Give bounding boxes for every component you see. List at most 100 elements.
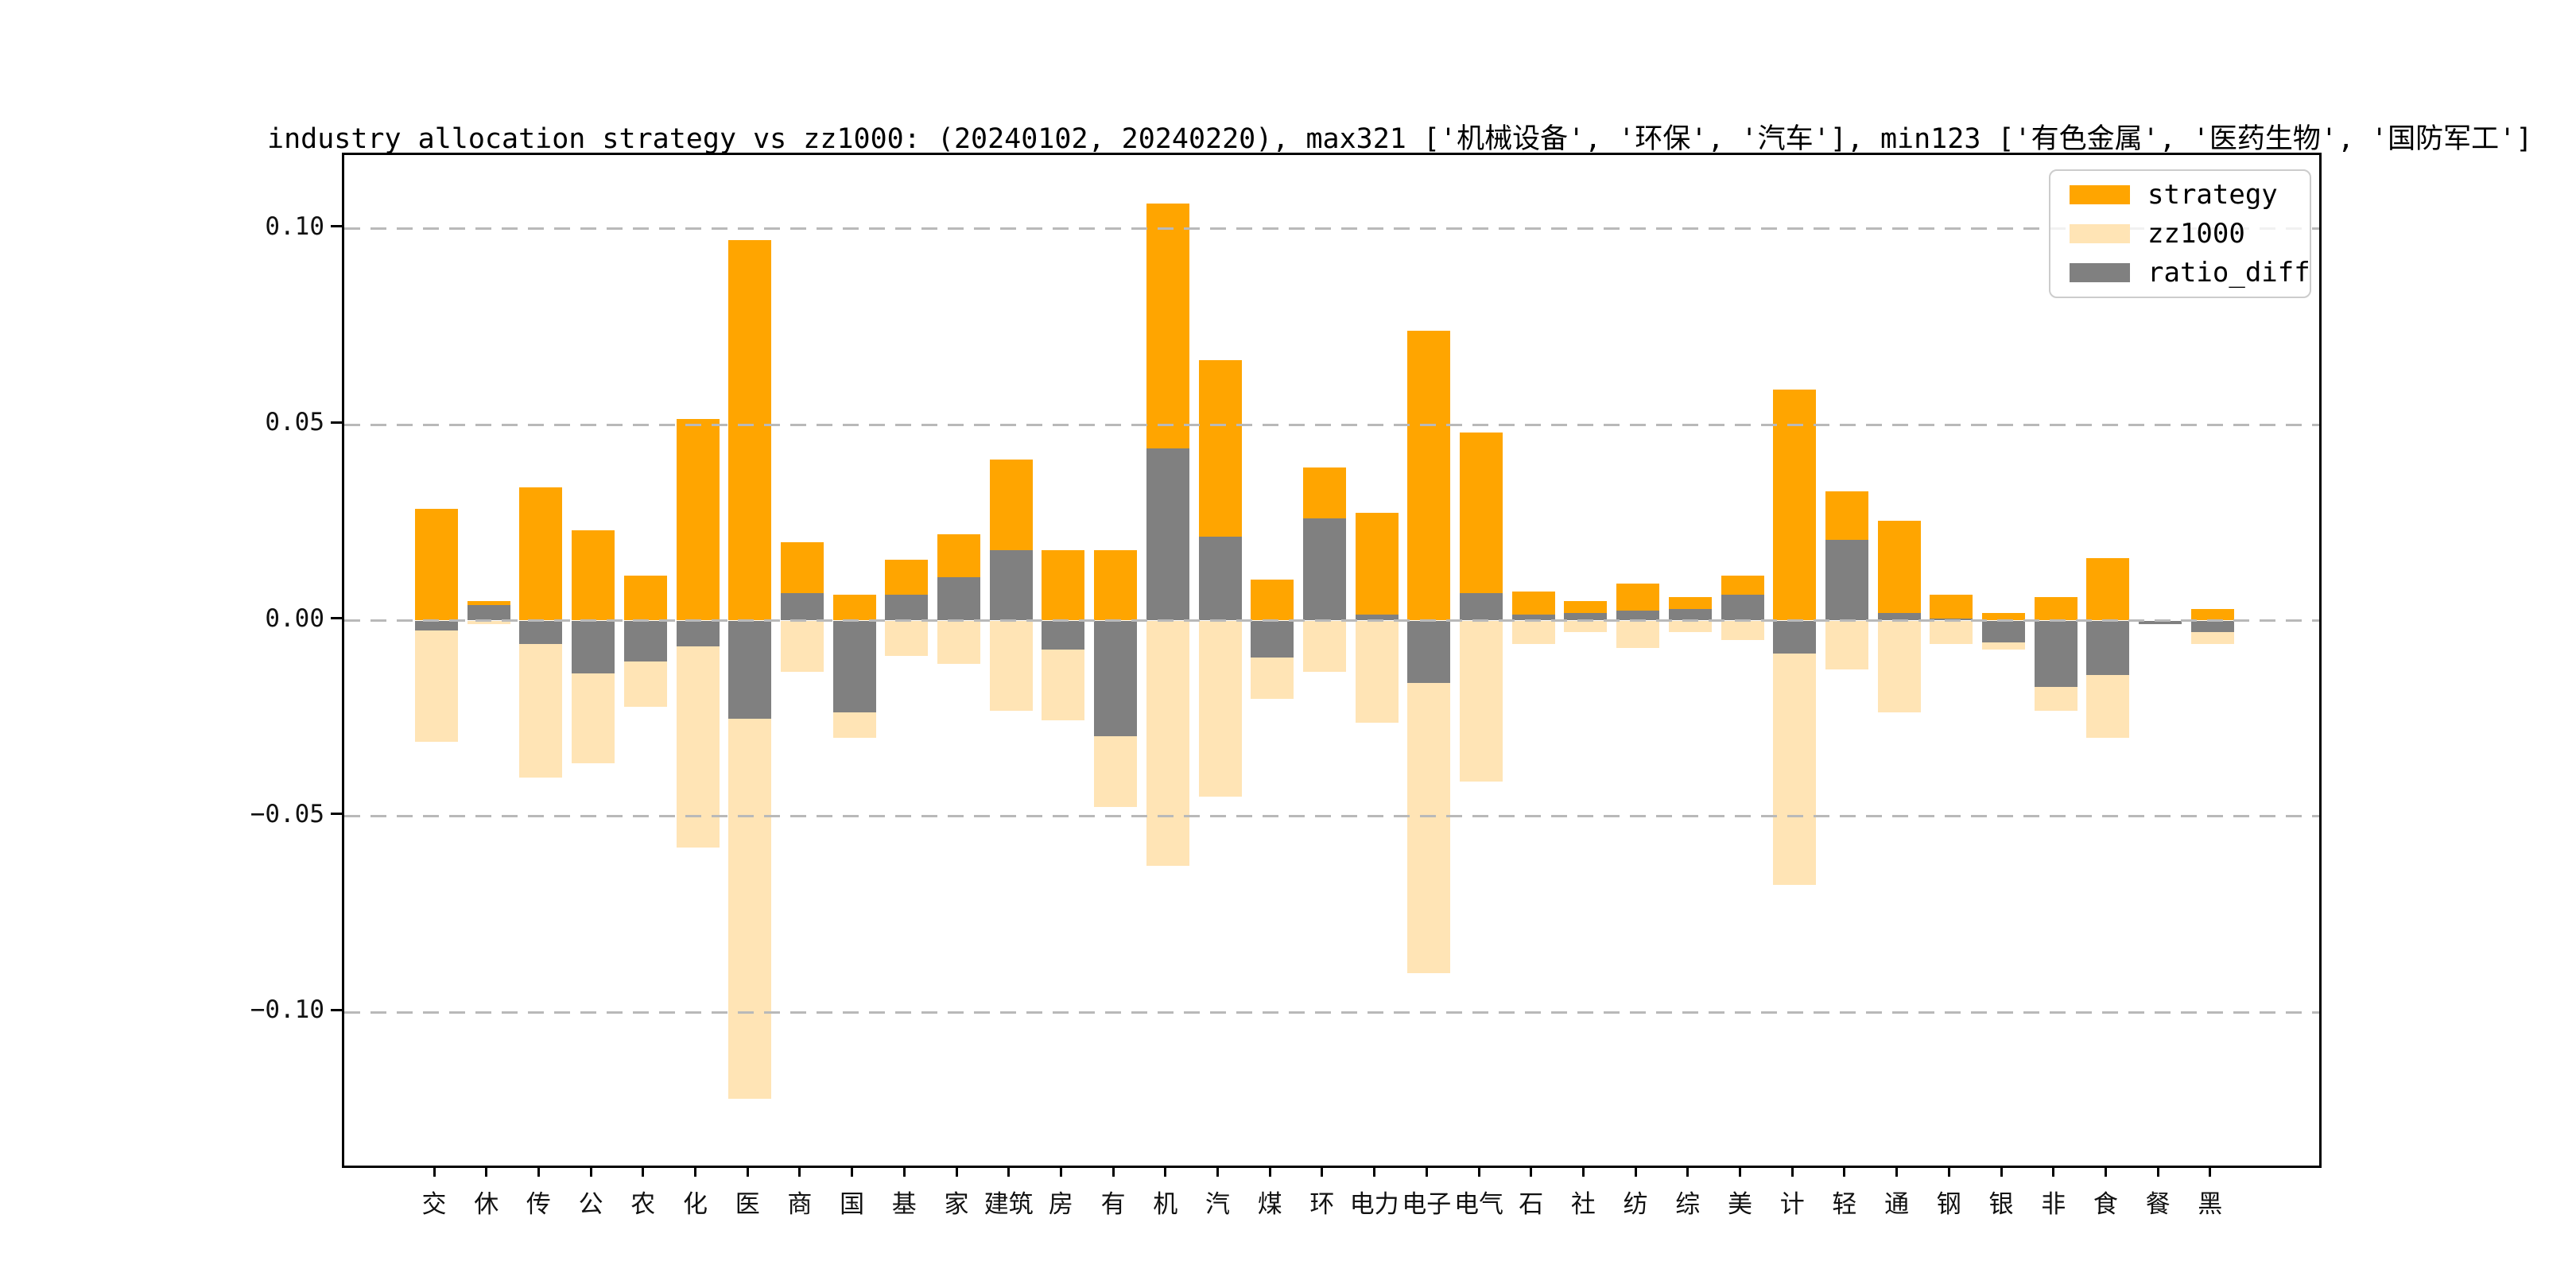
x-tick-label-餐: 餐: [2145, 1190, 2171, 1219]
gridline-0.10: [344, 227, 2319, 231]
bar-ratio_diff-环: [1302, 518, 1346, 621]
chart-title: industry allocation strategy vs zz1000: …: [267, 123, 2533, 155]
legend-label-strategy: strategy: [2147, 179, 2278, 211]
legend-item-zz1000: zz1000: [2050, 218, 2310, 250]
bar-ratio_diff-食: [2086, 620, 2130, 676]
gridline-0.00: [344, 619, 2319, 622]
bar-ratio_diff-医: [728, 620, 772, 719]
x-tick-label-建筑: 建筑: [983, 1190, 1034, 1219]
x-tick-label-农: 农: [630, 1190, 656, 1219]
bar-zz1000-计: [1773, 620, 1817, 886]
bar-ratio_diff-交: [415, 620, 458, 630]
y-tick-label-−0.10: −0.10: [250, 995, 324, 1025]
x-tick-mark: [1739, 1166, 1741, 1177]
bar-strategy-煤: [1251, 579, 1294, 621]
bar-ratio_diff-化: [676, 620, 720, 646]
x-tick-label-环: 环: [1309, 1190, 1335, 1219]
x-tick-mark: [1895, 1166, 1899, 1177]
bar-ratio_diff-商: [780, 593, 824, 621]
bar-zz1000-传: [519, 620, 563, 778]
x-tick-label-轻: 轻: [1832, 1190, 1857, 1219]
bar-strategy-电子: [1407, 330, 1451, 621]
bar-zz1000-交: [415, 620, 458, 743]
plot-area: [342, 153, 2322, 1168]
bar-zz1000-石: [1511, 620, 1555, 645]
bar-zz1000-建筑: [989, 620, 1033, 711]
bar-zz1000-社: [1564, 620, 1608, 633]
bar-zz1000-环: [1302, 620, 1346, 672]
strategy-swatch-icon: [2070, 185, 2130, 205]
bar-ratio_diff-通: [1877, 612, 1921, 621]
x-tick-mark: [694, 1166, 696, 1177]
x-tick-label-计: 计: [1779, 1190, 1805, 1219]
bar-strategy-房: [1042, 549, 1085, 621]
bar-strategy-医: [728, 240, 772, 621]
gridline-0.05: [344, 423, 2319, 426]
bar-ratio_diff-电气: [1460, 593, 1503, 621]
bar-ratio_diff-计: [1773, 620, 1817, 654]
x-tick-label-黑: 黑: [2198, 1190, 2223, 1219]
x-tick-mark: [433, 1166, 436, 1177]
bar-zz1000-家: [937, 620, 980, 664]
x-tick-mark: [1373, 1166, 1376, 1177]
x-tick-mark: [746, 1166, 749, 1177]
bar-ratio_diff-建筑: [989, 549, 1033, 621]
bar-zz1000-商: [780, 620, 824, 672]
bar-strategy-国: [832, 595, 876, 621]
x-tick-label-交: 交: [421, 1190, 447, 1219]
legend-item-strategy: strategy: [2050, 179, 2310, 211]
x-tick-label-基: 基: [891, 1190, 917, 1219]
x-tick-label-医: 医: [735, 1190, 760, 1219]
bar-strategy-黑: [2190, 608, 2234, 621]
bar-zz1000-汽: [1198, 620, 1242, 797]
bar-strategy-有: [1094, 549, 1138, 621]
bar-zz1000-纺: [1616, 620, 1660, 648]
bar-strategy-农: [623, 575, 667, 621]
bar-strategy-非: [2034, 596, 2077, 621]
x-tick-mark: [2000, 1166, 2003, 1177]
bar-zz1000-电气: [1460, 620, 1503, 782]
bar-zz1000-轻: [1825, 620, 1868, 670]
x-tick-mark: [1059, 1166, 1062, 1177]
x-tick-label-综: 综: [1675, 1190, 1701, 1219]
bar-ratio_diff-银: [1982, 620, 2025, 642]
x-tick-label-有: 有: [1100, 1190, 1126, 1219]
x-tick-mark: [642, 1166, 645, 1177]
bar-ratio_diff-房: [1042, 620, 1085, 650]
bar-zz1000-美: [1721, 620, 1764, 641]
bar-strategy-交: [415, 509, 458, 621]
bar-ratio_diff-国: [832, 620, 876, 713]
x-tick-label-食: 食: [2093, 1190, 2118, 1219]
y-tick-mark: [331, 813, 342, 816]
bar-strategy-银: [1982, 612, 2025, 621]
legend-label-zz1000: zz1000: [2147, 217, 2245, 250]
bar-ratio_diff-黑: [2190, 620, 2234, 633]
bar-zz1000-钢: [1930, 620, 1973, 645]
bar-zz1000-机: [1146, 620, 1189, 866]
bar-ratio_diff-美: [1721, 595, 1764, 621]
y-tick-label-−0.05: −0.05: [250, 799, 324, 828]
bar-zz1000-基: [885, 620, 929, 656]
bar-zz1000-化: [676, 620, 720, 848]
x-tick-label-非: 非: [2041, 1190, 2066, 1219]
bar-ratio_diff-公: [572, 620, 615, 674]
bar-ratio_diff-电力: [1355, 615, 1399, 621]
legend-label-ratio-diff: ratio_diff: [2147, 256, 2310, 289]
x-tick-mark: [1581, 1166, 1585, 1177]
x-tick-mark: [1164, 1166, 1167, 1177]
bar-ratio_diff-餐: [2139, 620, 2182, 625]
bar-ratio_diff-石: [1511, 615, 1555, 621]
bar-strategy-食: [2086, 557, 2130, 621]
x-tick-label-传: 传: [526, 1190, 551, 1219]
bar-ratio_diff-非: [2034, 620, 2077, 688]
x-tick-label-电子: 电子: [1402, 1190, 1452, 1219]
x-tick-mark: [589, 1166, 592, 1177]
ratio-diff-swatch-icon: [2070, 262, 2130, 282]
x-tick-label-电力: 电力: [1349, 1190, 1399, 1219]
x-tick-label-美: 美: [1728, 1190, 1752, 1219]
x-tick-mark: [2052, 1166, 2055, 1177]
x-tick-label-社: 社: [1570, 1190, 1596, 1219]
y-tick-mark: [331, 225, 342, 228]
legend-item-ratio-diff: ratio_diff: [2050, 257, 2310, 289]
